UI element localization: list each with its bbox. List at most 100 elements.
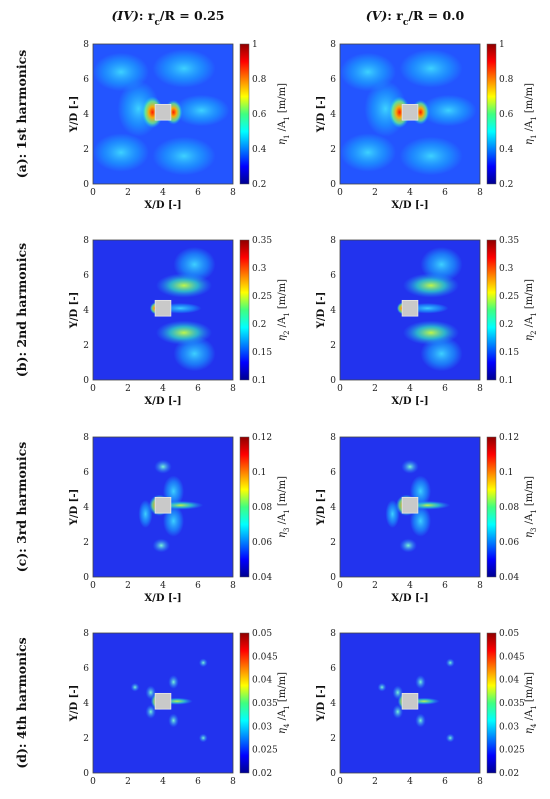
plot-frame	[339, 239, 481, 381]
field-blob	[198, 733, 208, 743]
y-tick-label: 6	[330, 664, 336, 674]
field-blob	[340, 133, 396, 172]
cylinder-body	[401, 496, 419, 514]
plot-frame	[92, 632, 234, 774]
x-tick-label: 6	[442, 581, 448, 591]
colorbar-label: η2 /A1 [m/m]	[524, 279, 538, 341]
colorbar-tick-label: 0.04	[252, 676, 272, 686]
colorbar-tick-label: 0.3	[499, 264, 514, 274]
colorbar-tick-label: 0.045	[499, 652, 525, 662]
y-tick-label: 0	[330, 180, 336, 190]
colorbar-tick-label: 0.25	[499, 292, 519, 302]
y-tick-label: 6	[330, 271, 336, 281]
panel-4-IV: 0 2 4 6 8 8 6 4 2 0 Y/D [-] 0.05 0.045 0.04 0.035 0.03 0…	[69, 629, 291, 787]
colorbar	[486, 239, 497, 381]
field-blob	[138, 500, 153, 528]
y-axis-label: Y/D [-]	[69, 292, 80, 330]
cylinder-body	[401, 299, 419, 317]
colorbar-tick-label: 0.1	[499, 468, 513, 478]
colorbar-tick-label: 0.15	[499, 348, 519, 358]
x-tick-label: 6	[442, 384, 448, 394]
x-tick-label: 4	[407, 581, 413, 591]
field-blob	[385, 500, 400, 528]
x-tick-label: 4	[160, 188, 166, 198]
x-tick-label: 4	[407, 384, 413, 394]
x-tick-label: 4	[160, 384, 166, 394]
field-blob	[145, 685, 156, 700]
y-tick-label: 6	[83, 271, 89, 281]
field-blob	[173, 94, 230, 127]
colorbar-tick-label: 0.03	[499, 722, 519, 732]
x-axis-label: X/D [-]	[391, 200, 428, 211]
x-tick-label: 4	[160, 581, 166, 591]
y-tick-label: 4	[83, 503, 89, 513]
x-tick-label: 4	[407, 188, 413, 198]
colorbar-tick-label: 0.02	[499, 769, 519, 779]
row-label-4: (d): 4th harmonics	[14, 637, 29, 768]
column-title-V: (V): rc/R = 0.0	[366, 8, 465, 28]
colorbar	[486, 436, 497, 578]
y-tick-label: 6	[83, 468, 89, 478]
colorbar-tick-label: 0.8	[252, 75, 267, 85]
colorbar-tick-label: 0.4	[252, 145, 267, 155]
colorbar-label: η4 /A1 [m/m]	[277, 672, 291, 734]
panel-2-V: 0 2 4 6 8 8 6 4 2 0 X/D [-] Y/D [-] 0.35 0.3 0.25 0.2 0.…	[316, 236, 538, 407]
field-blob	[168, 713, 179, 728]
panel-1-IV: 0 2 4 6 8 8 6 4 2 0 X/D [-] Y/D [-] 1 0.8 0.6 0.4 0.2 η1 …	[69, 40, 291, 211]
cylinder-body	[154, 103, 172, 121]
plot-frame	[339, 436, 481, 578]
y-axis-label: Y/D [-]	[316, 292, 327, 330]
field-blob	[420, 247, 463, 282]
y-tick-label: 0	[330, 376, 336, 386]
panel-1-V: 0 2 4 6 8 8 6 4 2 0 X/D [-] Y/D [-] 1 0.8 0.6 0.4 0.2 η1 …	[316, 40, 538, 211]
y-tick-label: 0	[83, 769, 89, 779]
colorbar-tick-label: 0.08	[252, 503, 272, 513]
field-blob	[198, 658, 208, 668]
colorbar-tick-label: 0.035	[499, 699, 525, 709]
x-tick-label: 8	[230, 384, 236, 394]
colorbar-tick-label: 0.04	[499, 573, 519, 583]
cylinder-body	[154, 299, 172, 317]
y-tick-label: 4	[330, 306, 336, 316]
colorbar-tick-label: 0.12	[252, 433, 272, 443]
colorbar-tick-label: 0.1	[252, 376, 266, 386]
x-tick-label: 6	[442, 188, 448, 198]
x-tick-label: 2	[125, 188, 131, 198]
x-axis-label: X/D [-]	[144, 593, 181, 604]
y-tick-label: 8	[330, 629, 336, 639]
field-blob	[173, 336, 216, 372]
field-blob	[415, 675, 426, 689]
colorbar-tick-label: 0.2	[252, 180, 266, 190]
field-blob	[168, 675, 179, 689]
colorbar-tick-label: 0.04	[499, 676, 519, 686]
colorbar-tick-label: 0.1	[499, 376, 513, 386]
plot-frame	[92, 239, 234, 381]
panel-3-V: 0 2 4 6 8 8 6 4 2 0 X/D [-] Y/D [-] 0.12 0.1 0.08 0.06 0…	[316, 433, 538, 604]
x-tick-label: 2	[125, 581, 131, 591]
x-tick-label: 8	[477, 777, 483, 787]
y-tick-label: 2	[330, 538, 336, 548]
x-tick-label: 6	[195, 777, 201, 787]
field-blob	[420, 336, 463, 372]
y-tick-label: 2	[330, 734, 336, 744]
x-tick-label: 8	[230, 581, 236, 591]
field-blob	[445, 733, 455, 743]
x-tick-label: 8	[230, 777, 236, 787]
y-axis-label: Y/D [-]	[69, 489, 80, 527]
field-blob	[399, 136, 463, 176]
x-tick-label: 4	[160, 777, 166, 787]
x-tick-label: 2	[125, 384, 131, 394]
y-tick-label: 0	[83, 180, 89, 190]
plot-frame	[92, 43, 234, 185]
y-tick-label: 2	[83, 341, 89, 351]
colorbar-tick-label: 0.03	[252, 722, 272, 732]
panel-3-IV: 0 2 4 6 8 8 6 4 2 0 X/D [-] Y/D [-] 0.12 0.1 0.08 0.06 0…	[69, 433, 291, 604]
x-tick-label: 8	[477, 384, 483, 394]
colorbar-tick-label: 0.06	[499, 538, 519, 548]
colorbar-tick-label: 0.15	[252, 348, 272, 358]
colorbar-tick-label: 0.025	[499, 746, 525, 756]
panel-2-IV: 0 2 4 6 8 8 6 4 2 0 X/D [-] Y/D [-] 0.35 0.3 0.25 0.2 0.…	[69, 236, 291, 407]
x-axis-label: X/D [-]	[391, 396, 428, 407]
x-tick-label: 2	[372, 581, 378, 591]
